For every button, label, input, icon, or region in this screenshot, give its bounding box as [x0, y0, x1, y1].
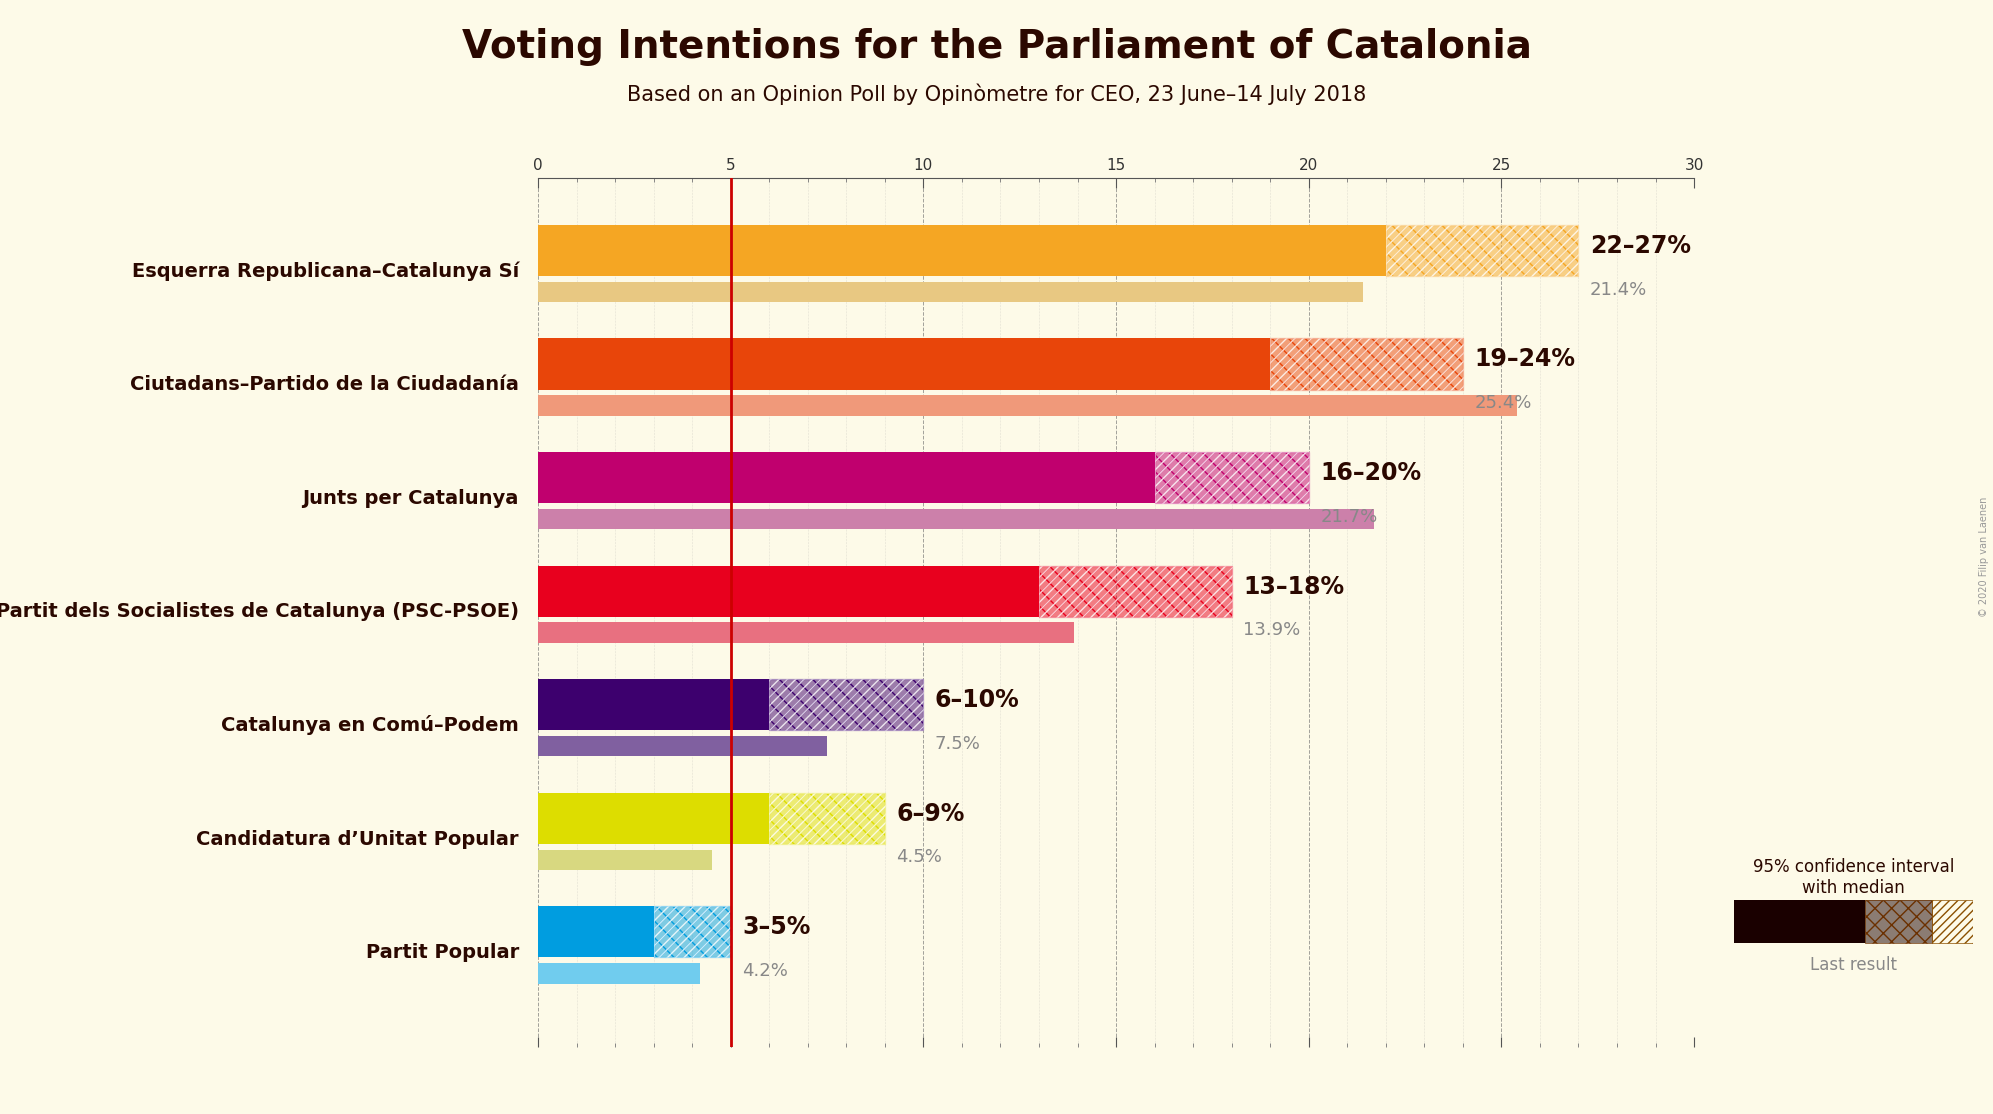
Text: 16–20%: 16–20%: [1319, 461, 1421, 485]
Text: 21.7%: 21.7%: [1319, 508, 1377, 526]
Bar: [538, 566, 1038, 617]
Bar: [538, 282, 1363, 302]
Bar: [1385, 225, 1578, 276]
Bar: [538, 395, 1517, 416]
Bar: [1865, 900, 1933, 944]
Bar: [654, 907, 731, 957]
Text: Last result: Last result: [1810, 956, 1897, 974]
Bar: [538, 509, 1375, 529]
Bar: [769, 793, 885, 843]
Text: 22–27%: 22–27%: [1590, 234, 1690, 257]
Text: 4.5%: 4.5%: [897, 849, 943, 867]
Text: 7.5%: 7.5%: [935, 735, 981, 753]
Bar: [769, 680, 923, 731]
Bar: [1933, 900, 1973, 944]
Bar: [1385, 225, 1578, 276]
Bar: [538, 452, 1154, 504]
Bar: [1038, 566, 1232, 617]
Text: Catalunya en Comú–Podem: Catalunya en Comú–Podem: [221, 715, 518, 735]
Bar: [1865, 900, 1933, 944]
Bar: [1385, 225, 1578, 276]
Bar: [769, 793, 885, 843]
Text: 25.4%: 25.4%: [1475, 394, 1533, 412]
Text: 13–18%: 13–18%: [1244, 575, 1345, 598]
Bar: [1270, 339, 1463, 390]
Bar: [769, 793, 885, 843]
Text: Partit Popular: Partit Popular: [365, 944, 518, 962]
Text: 95% confidence interval
with median: 95% confidence interval with median: [1752, 858, 1955, 897]
Bar: [538, 339, 1270, 390]
Bar: [538, 736, 827, 756]
Bar: [1270, 339, 1463, 390]
Text: 19–24%: 19–24%: [1475, 348, 1574, 371]
Bar: [538, 907, 654, 957]
Text: Partit dels Socialistes de Catalunya (PSC-PSOE): Partit dels Socialistes de Catalunya (PS…: [0, 603, 518, 622]
Text: 6–9%: 6–9%: [897, 802, 965, 825]
Text: 13.9%: 13.9%: [1244, 622, 1301, 639]
Bar: [1270, 339, 1463, 390]
Bar: [538, 964, 700, 984]
Bar: [1038, 566, 1232, 617]
Bar: [769, 680, 923, 731]
Text: Based on an Opinion Poll by Opinòmetre for CEO, 23 June–14 July 2018: Based on an Opinion Poll by Opinòmetre f…: [628, 84, 1365, 105]
Text: Ciutadans–Partido de la Ciudadanía: Ciutadans–Partido de la Ciudadanía: [130, 375, 518, 394]
Text: 21.4%: 21.4%: [1590, 281, 1648, 299]
Text: Junts per Catalunya: Junts per Catalunya: [303, 489, 518, 508]
Bar: [538, 850, 712, 870]
Bar: [538, 680, 769, 731]
Bar: [538, 793, 769, 843]
Bar: [654, 907, 731, 957]
Bar: [769, 680, 923, 731]
Bar: [1734, 900, 1865, 944]
Bar: [1154, 452, 1309, 504]
Bar: [538, 225, 1385, 276]
Text: Voting Intentions for the Parliament of Catalonia: Voting Intentions for the Parliament of …: [462, 28, 1531, 66]
Text: 3–5%: 3–5%: [741, 916, 811, 939]
Text: Candidatura d’Unitat Popular: Candidatura d’Unitat Popular: [197, 830, 518, 849]
Bar: [1154, 452, 1309, 504]
Bar: [1038, 566, 1232, 617]
Bar: [1154, 452, 1309, 504]
Text: 6–10%: 6–10%: [935, 688, 1020, 712]
Bar: [538, 623, 1074, 643]
Bar: [654, 907, 731, 957]
Text: 4.2%: 4.2%: [741, 962, 787, 980]
Text: © 2020 Filip van Laenen: © 2020 Filip van Laenen: [1979, 497, 1989, 617]
Text: Esquerra Republicana–Catalunya Sí: Esquerra Republicana–Catalunya Sí: [132, 262, 518, 281]
